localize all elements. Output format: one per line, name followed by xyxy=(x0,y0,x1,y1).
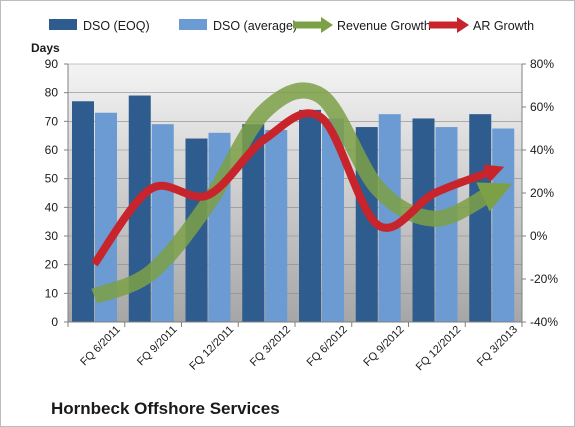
legend-swatch xyxy=(49,19,77,30)
bar-dso-eoq xyxy=(469,114,492,323)
y-tick-label-left: 0 xyxy=(51,315,58,329)
y-tick-label-left: 70 xyxy=(45,114,59,128)
line-revenue-growth xyxy=(91,82,513,304)
y-tick-label-left: 20 xyxy=(45,258,59,272)
y-axis-right-ticks: -40% -20% 0% 20% 40% 60% 80% xyxy=(522,57,558,329)
x-tick-label: FQ 3/2013 xyxy=(475,324,520,369)
y-tick-label-right: 60% xyxy=(530,100,554,114)
y-tick-label-left: 30 xyxy=(45,229,59,243)
legend-item: DSO (average) xyxy=(179,19,297,33)
growth-lines xyxy=(91,82,513,304)
bar-dso-eoq xyxy=(128,95,151,323)
bar-dso-average xyxy=(265,129,288,322)
y-tick-label-right: 40% xyxy=(530,143,554,157)
y-tick-label-left: 10 xyxy=(45,286,59,300)
x-axis-ticks: FQ 6/2011 FQ 9/2011 FQ 12/2011 FQ 3/2012 FQ … xyxy=(67,322,523,374)
x-tick-label: FQ 12/2011 xyxy=(187,324,236,373)
company-caption: Hornbeck Offshore Services xyxy=(51,399,280,418)
legend-item: DSO (EOQ) xyxy=(49,19,150,33)
y-tick-label-left: 50 xyxy=(45,172,59,186)
bar-dso-average xyxy=(492,128,515,322)
bar-dso-eoq xyxy=(299,109,321,322)
legend-label: Revenue Growth xyxy=(337,19,431,33)
y-tick-label-right: -40% xyxy=(530,315,558,329)
y-tick-label-right: -20% xyxy=(530,272,558,286)
y-tick-label-right: 0% xyxy=(530,229,548,243)
bar-dso-average xyxy=(378,114,401,323)
x-tick-label: FQ 3/2012 xyxy=(248,324,293,369)
legend-label: DSO (EOQ) xyxy=(83,19,150,33)
bar-dso-average xyxy=(151,124,174,322)
x-tick-label: FQ 6/2011 xyxy=(78,324,123,369)
legend-arrowhead xyxy=(321,17,333,33)
bar-dso-average xyxy=(95,112,117,322)
x-tick-label: FQ 9/2012 xyxy=(361,324,406,369)
legend-item: AR Growth xyxy=(429,17,534,33)
bar-dso-eoq xyxy=(72,101,94,323)
legend-arrowhead xyxy=(457,17,469,33)
x-tick-label: FQ 9/2011 xyxy=(135,324,180,369)
x-tick-label: FQ 6/2012 xyxy=(305,324,350,369)
y-tick-label-left: 80 xyxy=(45,86,59,100)
legend-label: DSO (average) xyxy=(213,19,297,33)
y-tick-label-left: 90 xyxy=(45,57,59,71)
y-tick-label-right: 80% xyxy=(530,57,554,71)
y-tick-label-right: 20% xyxy=(530,186,554,200)
chart-legend: DSO (EOQ) DSO (average) Revenue Growth AR G… xyxy=(49,17,534,33)
legend-swatch xyxy=(179,19,207,30)
bar-dso-average xyxy=(322,118,344,322)
y-axis-left-ticks: 0 10 20 30 40 50 60 70 80 90 xyxy=(45,57,68,329)
bar-dso-eoq xyxy=(242,124,265,322)
y-tick-label-left: 40 xyxy=(45,200,59,214)
x-tick-label: FQ 12/2012 xyxy=(414,324,464,374)
y-tick-label-left: 60 xyxy=(45,143,59,157)
y-axis-label-left: Days xyxy=(31,41,60,55)
legend-item: Revenue Growth xyxy=(293,17,431,33)
legend-label: AR Growth xyxy=(473,19,534,33)
line-ar-growth xyxy=(91,109,505,267)
